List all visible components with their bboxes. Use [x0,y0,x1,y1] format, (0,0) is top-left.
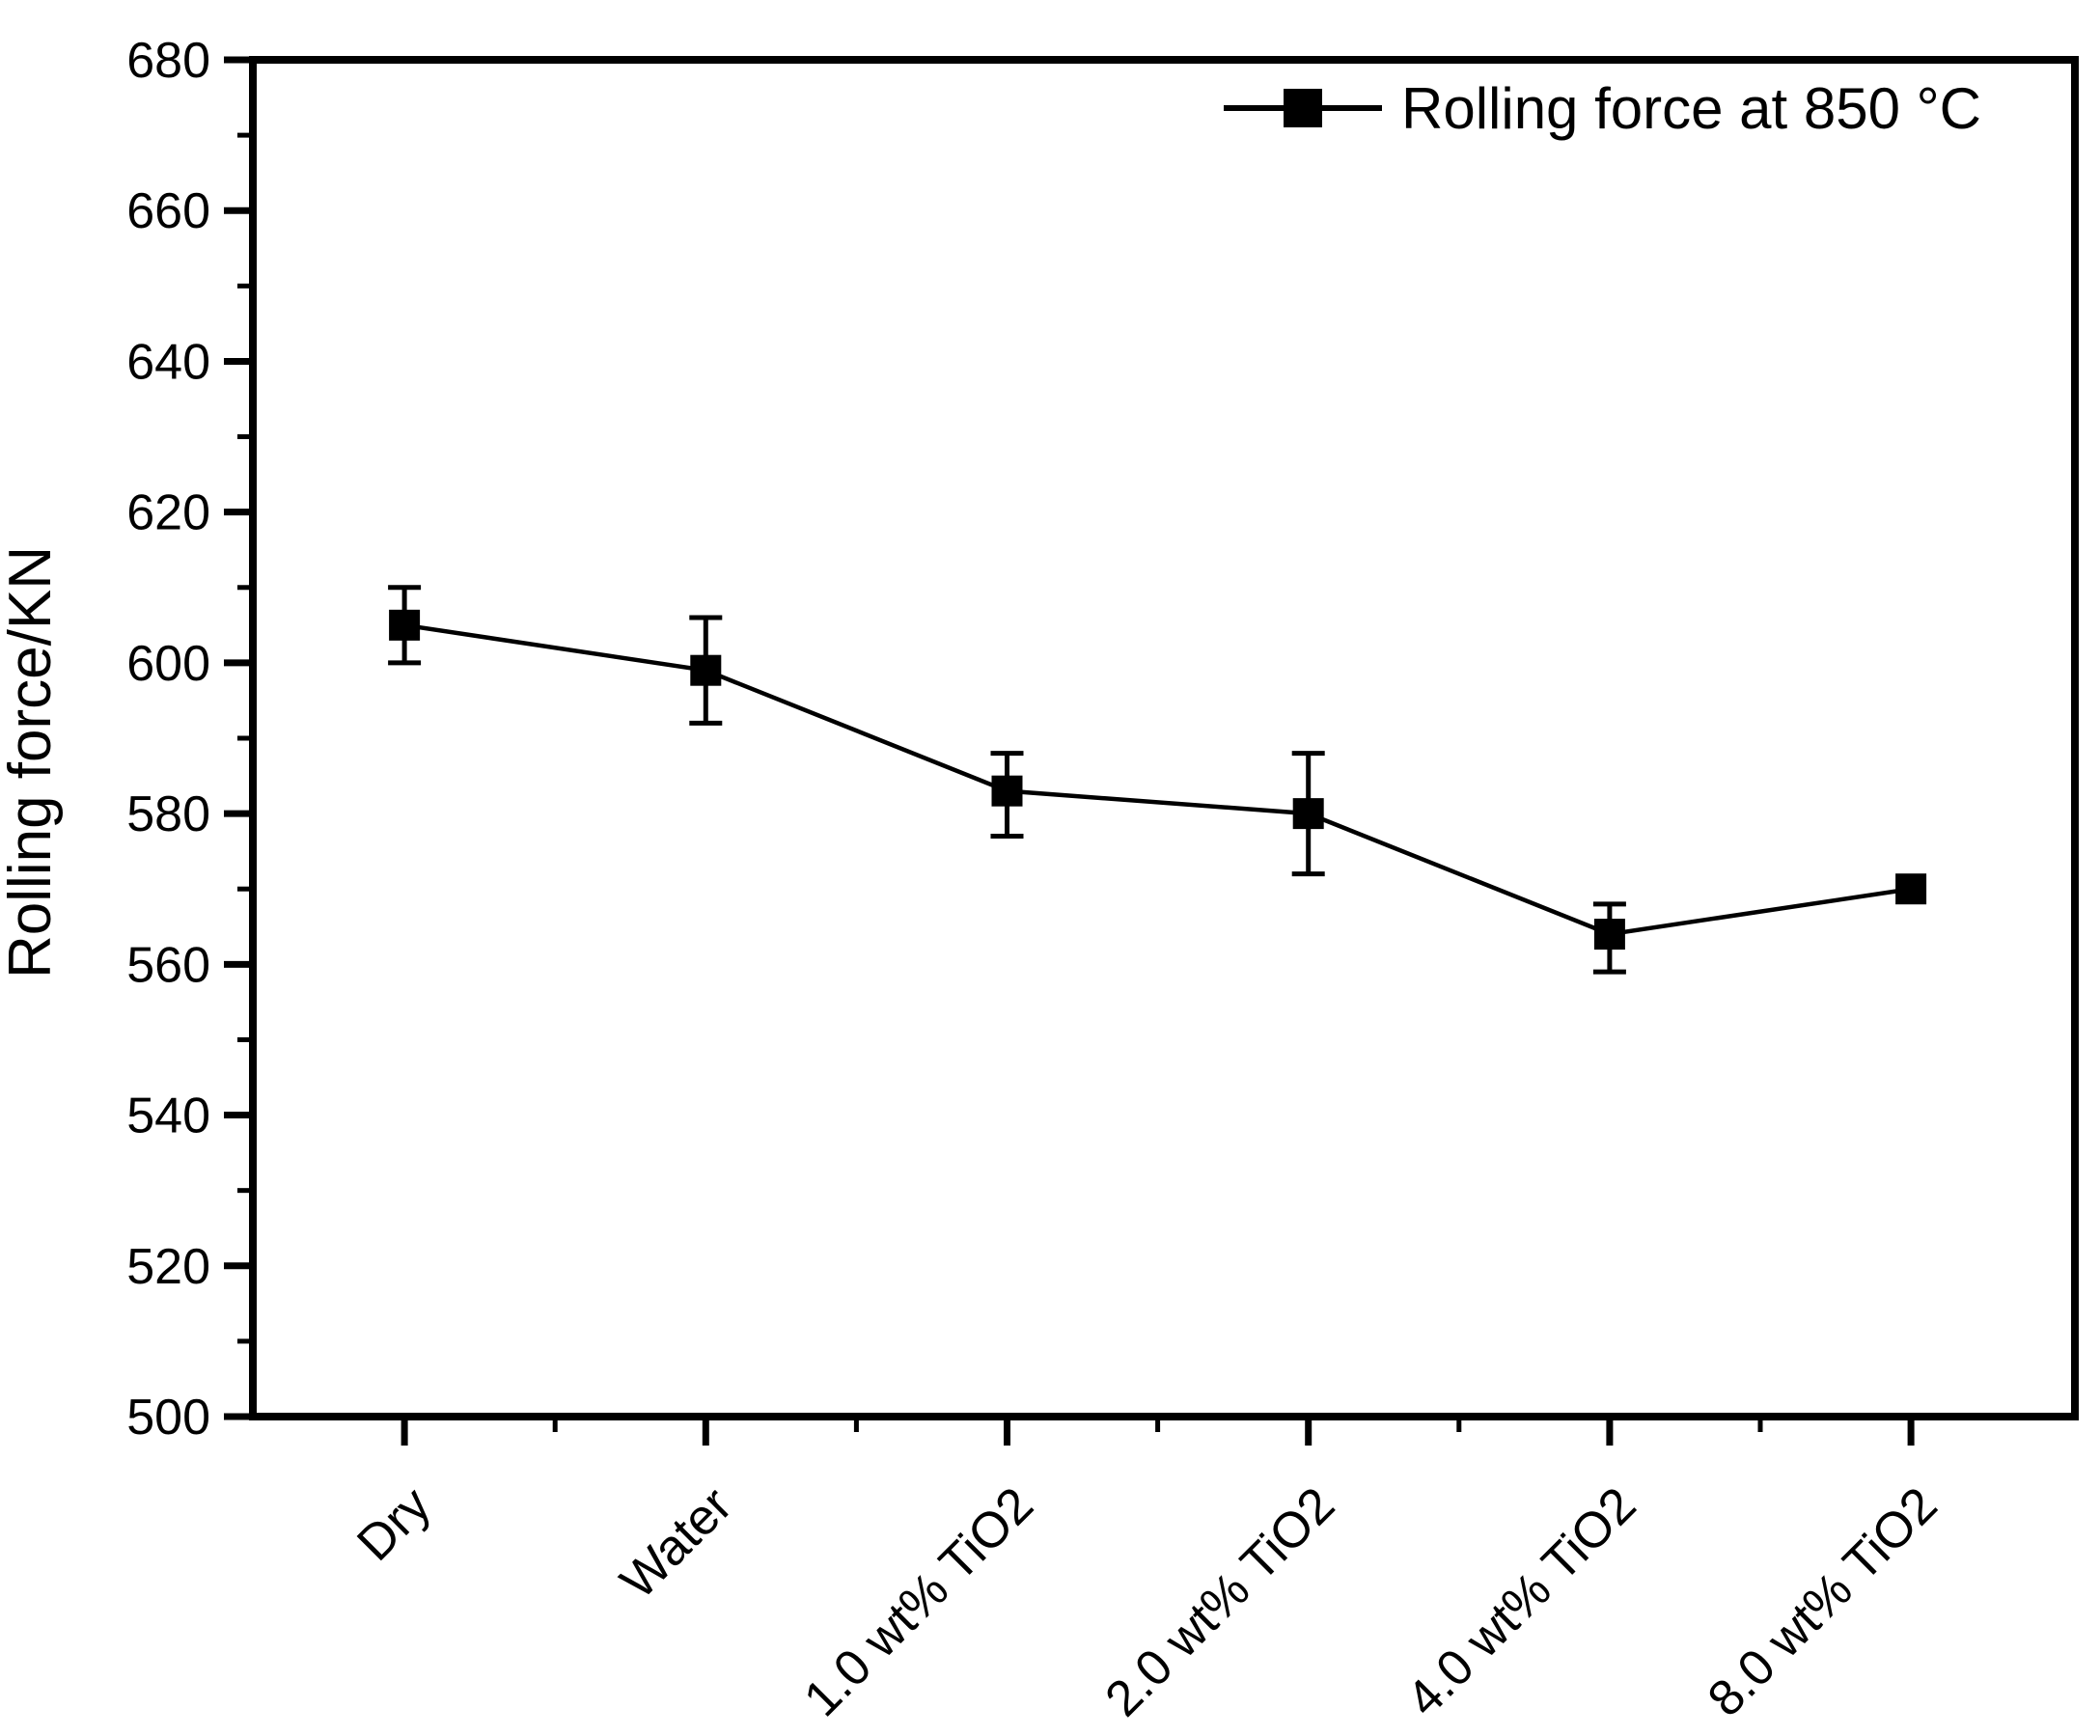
y-tick-label: 560 [126,937,210,993]
legend-label: Rolling force at 850 °C [1401,76,1981,141]
axis-ticks [224,56,1915,1446]
y-tick-label: 520 [126,1239,210,1295]
y-tick-label: 600 [126,636,210,692]
x-tick-label: 2.0 wt% TiO2 [1095,1476,1346,1727]
y-tick-label: 640 [126,334,210,390]
y-tick-label: 580 [126,786,210,842]
x-axis-tick-labels: Dry Water 1.0 wt% TiO2 2.0 wt% TiO2 4.0 wt% … [346,1476,1948,1727]
data-point-marker [991,775,1023,807]
x-tick-label: 1.0 wt% TiO2 [793,1476,1044,1727]
y-axis-title: Rolling force/KN [0,546,64,978]
data-point-markers [389,609,1927,951]
x-tick-label: Water [610,1476,743,1610]
y-axis-tick-labels: 500 520 540 560 580 600 620 640 660 680 [126,33,210,1446]
legend-square-marker-icon [1284,89,1322,127]
x-tick-label: 4.0 wt% TiO2 [1396,1476,1647,1727]
data-point-marker [690,654,722,686]
series-line [403,622,1912,937]
data-point-marker [1593,919,1625,951]
y-tick-label: 660 [126,183,210,239]
plot-area-border [249,56,2079,1420]
legend: Rolling force at 850 °C [1224,76,1981,141]
y-tick-label: 500 [126,1390,210,1446]
y-tick-label: 620 [126,485,210,541]
data-point-marker [389,609,421,641]
x-tick-label: Dry [346,1476,441,1571]
series-line-layer [403,622,1912,937]
data-point-marker [1292,798,1324,830]
y-tick-label: 680 [126,33,210,89]
data-point-marker [1895,873,1927,905]
y-tick-label: 540 [126,1088,210,1144]
x-tick-label: 8.0 wt% TiO2 [1698,1476,1948,1727]
